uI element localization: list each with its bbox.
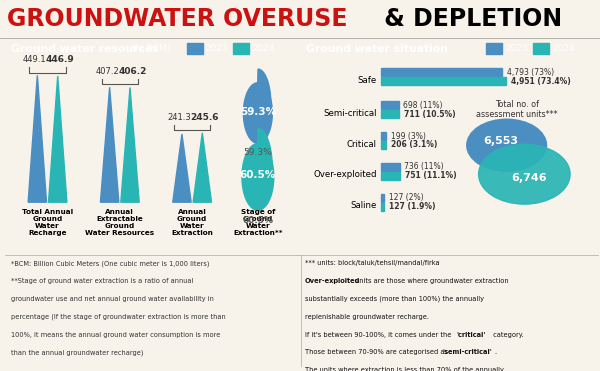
Text: 100%, it means the annual ground water consumption is more: 100%, it means the annual ground water c… xyxy=(11,332,220,338)
Text: 241.3: 241.3 xyxy=(167,113,191,122)
Text: 2024: 2024 xyxy=(553,44,575,53)
Text: Ground water resources: Ground water resources xyxy=(11,44,158,53)
Text: Those between 70-90% are categorised as: Those between 70-90% are categorised as xyxy=(305,349,450,355)
Text: *** units: block/taluk/tehsil/mandal/firka: *** units: block/taluk/tehsil/mandal/fir… xyxy=(305,260,439,266)
Text: 59.3%: 59.3% xyxy=(244,148,272,157)
Text: 199 (3%): 199 (3%) xyxy=(391,132,425,141)
Text: 2023: 2023 xyxy=(505,44,528,53)
Bar xyxy=(381,110,399,118)
Text: Over-exploited: Over-exploited xyxy=(313,171,377,180)
Text: substantially exceeds (more than 100%) the annually: substantially exceeds (more than 100%) t… xyxy=(305,296,484,302)
Text: 4,793 (73%): 4,793 (73%) xyxy=(506,68,554,77)
Text: 'critical': 'critical' xyxy=(457,332,486,338)
Polygon shape xyxy=(244,83,272,143)
Text: category.: category. xyxy=(491,332,524,338)
Text: Critical: Critical xyxy=(347,139,377,149)
Text: If it's between 90-100%, it comes under the: If it's between 90-100%, it comes under … xyxy=(305,332,453,338)
Text: 6,553: 6,553 xyxy=(483,137,518,147)
Text: Annual
Extractable
Ground
Water Resources: Annual Extractable Ground Water Resource… xyxy=(85,209,154,236)
Bar xyxy=(233,43,249,54)
Bar xyxy=(486,43,502,54)
Bar xyxy=(381,132,386,140)
Polygon shape xyxy=(100,87,119,202)
Polygon shape xyxy=(173,134,191,202)
Text: 698 (11%): 698 (11%) xyxy=(403,101,443,110)
Circle shape xyxy=(467,119,547,171)
Text: 59.3%: 59.3% xyxy=(240,106,276,116)
Bar xyxy=(381,141,386,149)
Text: 4,951 (73.4%): 4,951 (73.4%) xyxy=(511,77,570,86)
Text: Total no. of
assessment units***: Total no. of assessment units*** xyxy=(476,100,558,119)
Text: Stage of
Ground
Water
Extraction**: Stage of Ground Water Extraction** xyxy=(233,209,283,236)
Text: 206 (3.1%): 206 (3.1%) xyxy=(391,140,437,150)
Text: & DEPLETION: & DEPLETION xyxy=(376,7,562,31)
Text: 711 (10.5%): 711 (10.5%) xyxy=(404,109,455,118)
Polygon shape xyxy=(121,88,139,202)
Text: 407.2: 407.2 xyxy=(95,67,119,76)
Text: The units where extraction is less than 70% of the annually: The units where extraction is less than … xyxy=(305,367,503,371)
Text: percentage (If the stage of groundwater extraction is more than: percentage (If the stage of groundwater … xyxy=(11,314,226,320)
Text: 2023: 2023 xyxy=(206,44,229,53)
Text: (In BCM): (In BCM) xyxy=(132,44,170,53)
Text: *BCM: Billion Cubic Meters (One cubic meter is 1,000 liters): *BCM: Billion Cubic Meters (One cubic me… xyxy=(11,260,209,267)
Bar xyxy=(381,101,399,109)
Circle shape xyxy=(479,144,570,204)
Bar xyxy=(533,43,550,54)
Polygon shape xyxy=(245,69,271,139)
Bar xyxy=(381,203,385,211)
Text: 127 (1.9%): 127 (1.9%) xyxy=(389,202,436,211)
Text: .: . xyxy=(494,349,496,355)
Polygon shape xyxy=(242,144,274,210)
Bar xyxy=(381,163,400,171)
Text: 2024: 2024 xyxy=(252,44,275,53)
Bar xyxy=(187,43,203,54)
Text: Total Annual
Ground
Water
Recharge: Total Annual Ground Water Recharge xyxy=(22,209,73,236)
Text: Annual
Ground
Water
Extraction: Annual Ground Water Extraction xyxy=(171,209,213,236)
Text: Semi-critical: Semi-critical xyxy=(323,109,377,118)
Text: units are those where groundwater extraction: units are those where groundwater extrac… xyxy=(353,278,509,284)
Bar xyxy=(381,194,385,202)
Text: **Stage of ground water extraction is a ratio of annual: **Stage of ground water extraction is a … xyxy=(11,278,193,284)
Text: 446.9: 446.9 xyxy=(46,55,75,65)
Text: Safe: Safe xyxy=(358,76,377,85)
Text: 'semi-critical': 'semi-critical' xyxy=(443,349,493,355)
Text: 60.5%: 60.5% xyxy=(242,216,274,224)
Text: replenishable groundwater recharge.: replenishable groundwater recharge. xyxy=(305,314,429,320)
Bar xyxy=(381,68,502,76)
Text: Saline: Saline xyxy=(350,201,377,210)
Bar xyxy=(381,77,506,85)
Text: GROUNDWATER OVERUSE: GROUNDWATER OVERUSE xyxy=(7,7,348,31)
Text: than the annual groundwater recharge): than the annual groundwater recharge) xyxy=(11,349,143,356)
Text: 6,746: 6,746 xyxy=(511,173,547,183)
Text: 406.2: 406.2 xyxy=(118,67,147,76)
Text: 751 (11.1%): 751 (11.1%) xyxy=(404,171,456,180)
Text: Ground water situation: Ground water situation xyxy=(306,44,448,53)
Polygon shape xyxy=(28,75,47,202)
Bar xyxy=(381,172,400,180)
Text: Over-exploited: Over-exploited xyxy=(305,278,360,284)
Text: 60.5%: 60.5% xyxy=(240,170,276,180)
Polygon shape xyxy=(244,128,272,205)
Text: 127 (2%): 127 (2%) xyxy=(389,193,424,202)
Text: 736 (11%): 736 (11%) xyxy=(404,162,444,171)
Text: 245.6: 245.6 xyxy=(191,113,219,122)
Text: 449.1: 449.1 xyxy=(23,55,47,65)
Polygon shape xyxy=(49,76,67,202)
Text: groundwater use and net annual ground water availability in: groundwater use and net annual ground wa… xyxy=(11,296,214,302)
Polygon shape xyxy=(193,133,212,202)
